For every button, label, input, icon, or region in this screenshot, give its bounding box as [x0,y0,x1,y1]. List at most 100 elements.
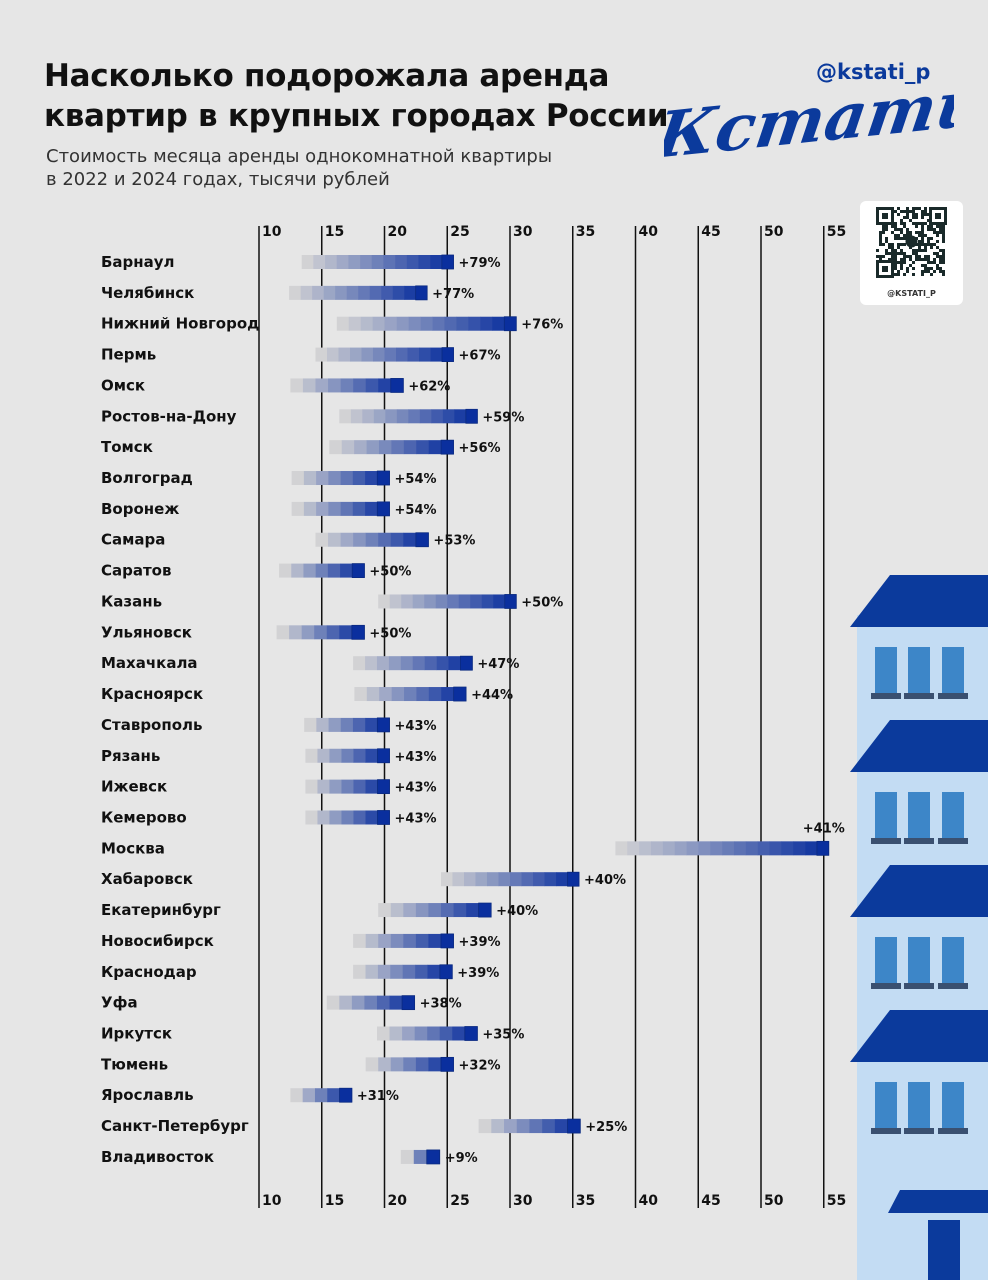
percent-label: +54% [395,472,437,487]
bar-end [460,655,473,671]
bar-segment [305,810,318,825]
bar-segment [781,841,794,856]
bar-segment [404,687,417,702]
bar-segment [401,594,414,609]
percent-label: +56% [459,441,501,456]
bar-segment [447,594,460,609]
bar-end [440,1056,454,1072]
bar-segment [415,903,429,918]
bar-segment [475,872,488,887]
bar-segment [346,285,359,300]
bar-segment [340,532,354,547]
bar-segment [428,903,442,918]
percent-label: +43% [395,781,437,796]
bar-segment [389,594,402,609]
city-label: Рязань [101,747,160,765]
bar-end [478,902,492,918]
bar-segment [316,471,329,486]
bar-segment [415,933,429,948]
bar-segment [329,748,342,763]
bar-segment [504,594,517,609]
bar-segment [415,964,428,979]
bar-segment [326,347,339,362]
percent-label: +79% [459,256,501,271]
percent-label: +43% [395,750,437,765]
bar-segment [426,1149,441,1164]
bar-segment [466,903,479,918]
bar-segment [328,471,341,486]
bar-segment [289,285,301,300]
bar-range [365,1056,454,1072]
percent-label: +76% [521,318,563,333]
bar-range [289,285,428,301]
bar-range [400,1149,441,1165]
x-tick-top: 25 [450,224,469,240]
door-icon [928,1220,960,1280]
bar-segment [453,687,467,702]
qr-code[interactable]: @KSTATI_P [860,201,963,305]
x-tick-bottom: 35 [576,1193,595,1209]
bar-range [290,1087,353,1103]
bar-segment [336,255,349,269]
bar-segment [360,255,373,269]
x-tick-bottom: 10 [262,1193,282,1209]
x-tick-bottom: 15 [325,1193,344,1209]
bar-segment [365,933,379,948]
bar-segment [381,285,393,300]
bar-end [440,933,454,949]
bar-segment [352,717,366,732]
bar-segment [390,1057,404,1072]
bar-segment [350,409,363,424]
bar-segment [816,841,830,856]
percent-label: +43% [395,811,437,826]
bar-segment [323,285,336,300]
bar-segment [301,255,314,269]
bar-segment [378,903,392,918]
bar-segment [365,1057,379,1072]
bar-range [353,933,454,949]
bar-segment [440,1057,454,1072]
bar-segment [354,440,367,455]
window-icon [875,647,897,693]
bar-segment [432,316,445,331]
bar-segment [336,316,350,331]
bar-segment [315,563,329,578]
x-tick-top: 45 [701,224,720,240]
city-label: Ярославль [101,1086,194,1104]
percent-label: +35% [482,1028,524,1043]
bar-range [290,378,404,393]
bar-segment [392,285,405,300]
bar-segment [312,285,324,300]
bar-segment [328,532,341,547]
window-icon [942,792,964,838]
bar-segment [460,656,473,671]
bar-segment [341,440,355,455]
bar-segment [404,285,416,300]
bar-segment [444,316,457,331]
bar-segment [348,255,361,269]
bar-segment [415,1057,429,1072]
percent-label: +47% [477,657,519,672]
city-label: Пермь [101,346,156,364]
window-icon [908,647,930,693]
bar-segment [439,1026,453,1041]
bar-segment [745,841,758,856]
bar-segment [554,1119,568,1134]
bar-range [354,686,467,702]
bar-segment [365,748,378,763]
bar-segment [615,841,628,856]
window-sill [871,983,901,989]
bar-segment [504,1119,518,1134]
bar-segment [468,316,481,331]
bar-end [426,1149,441,1165]
bar-segment [431,409,444,424]
bar-segment [390,378,404,393]
city-label: Нижний Новгород [101,315,259,333]
bar-segment [378,1057,392,1072]
bar-end [415,532,429,548]
x-tick-top: 50 [764,224,784,240]
bar-segment [335,285,347,300]
bar-segment [339,995,353,1010]
bar-segment [710,841,723,856]
